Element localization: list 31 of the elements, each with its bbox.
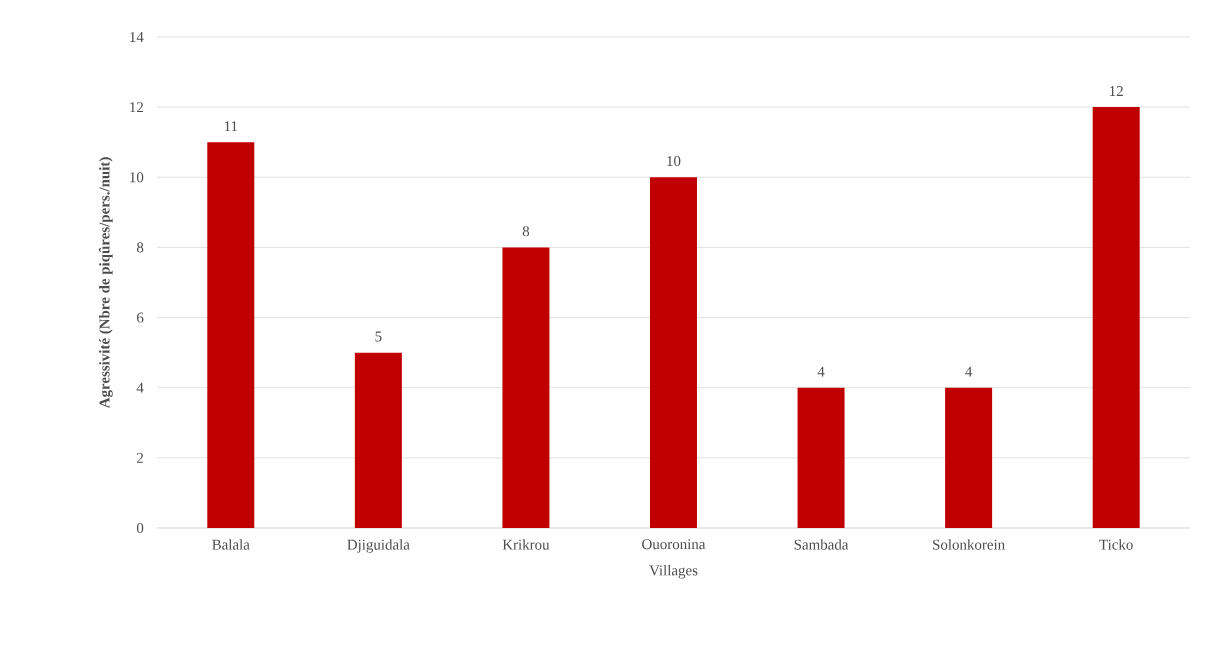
data-label: 12 [1110, 86, 1123, 96]
y-tick-label: 0 [136, 522, 144, 534]
y-tick-label: 14 [130, 32, 144, 42]
bar [1092, 107, 1140, 528]
data-label: 4 [817, 366, 825, 377]
y-tick-label: 12 [130, 102, 143, 113]
x-tick-label: Djiguidala [347, 539, 410, 553]
y-axis-title: Agressivité (Nbre de piqûres/pers./nuit) [98, 157, 113, 409]
x-tick-label: Balala [212, 539, 250, 550]
data-label: 10 [667, 156, 681, 167]
y-tick-label: 4 [136, 382, 144, 393]
data-label: 8 [522, 226, 530, 237]
x-tick-label: Krikrou [502, 539, 550, 550]
y-tick-label: 6 [137, 312, 144, 323]
y-tick-label: 8 [136, 242, 144, 253]
data-label: 4 [965, 366, 973, 377]
bar [502, 247, 550, 528]
bar [797, 387, 845, 528]
bar [945, 387, 993, 528]
data-label: 11 [224, 121, 238, 132]
x-tick-label: Ticko [1099, 539, 1133, 550]
x-tick-label: Solonkorein [933, 539, 1005, 550]
bar [207, 142, 255, 528]
data-label: 5 [375, 331, 382, 342]
y-tick-label: 2 [137, 452, 143, 463]
y-tick-label: 10 [130, 172, 144, 183]
bar [649, 177, 697, 528]
x-tick-label: Sambada [794, 539, 849, 550]
x-tick-label: Ouoronina [642, 539, 706, 550]
bar [354, 352, 402, 528]
x-axis-title: Villages [649, 564, 698, 579]
